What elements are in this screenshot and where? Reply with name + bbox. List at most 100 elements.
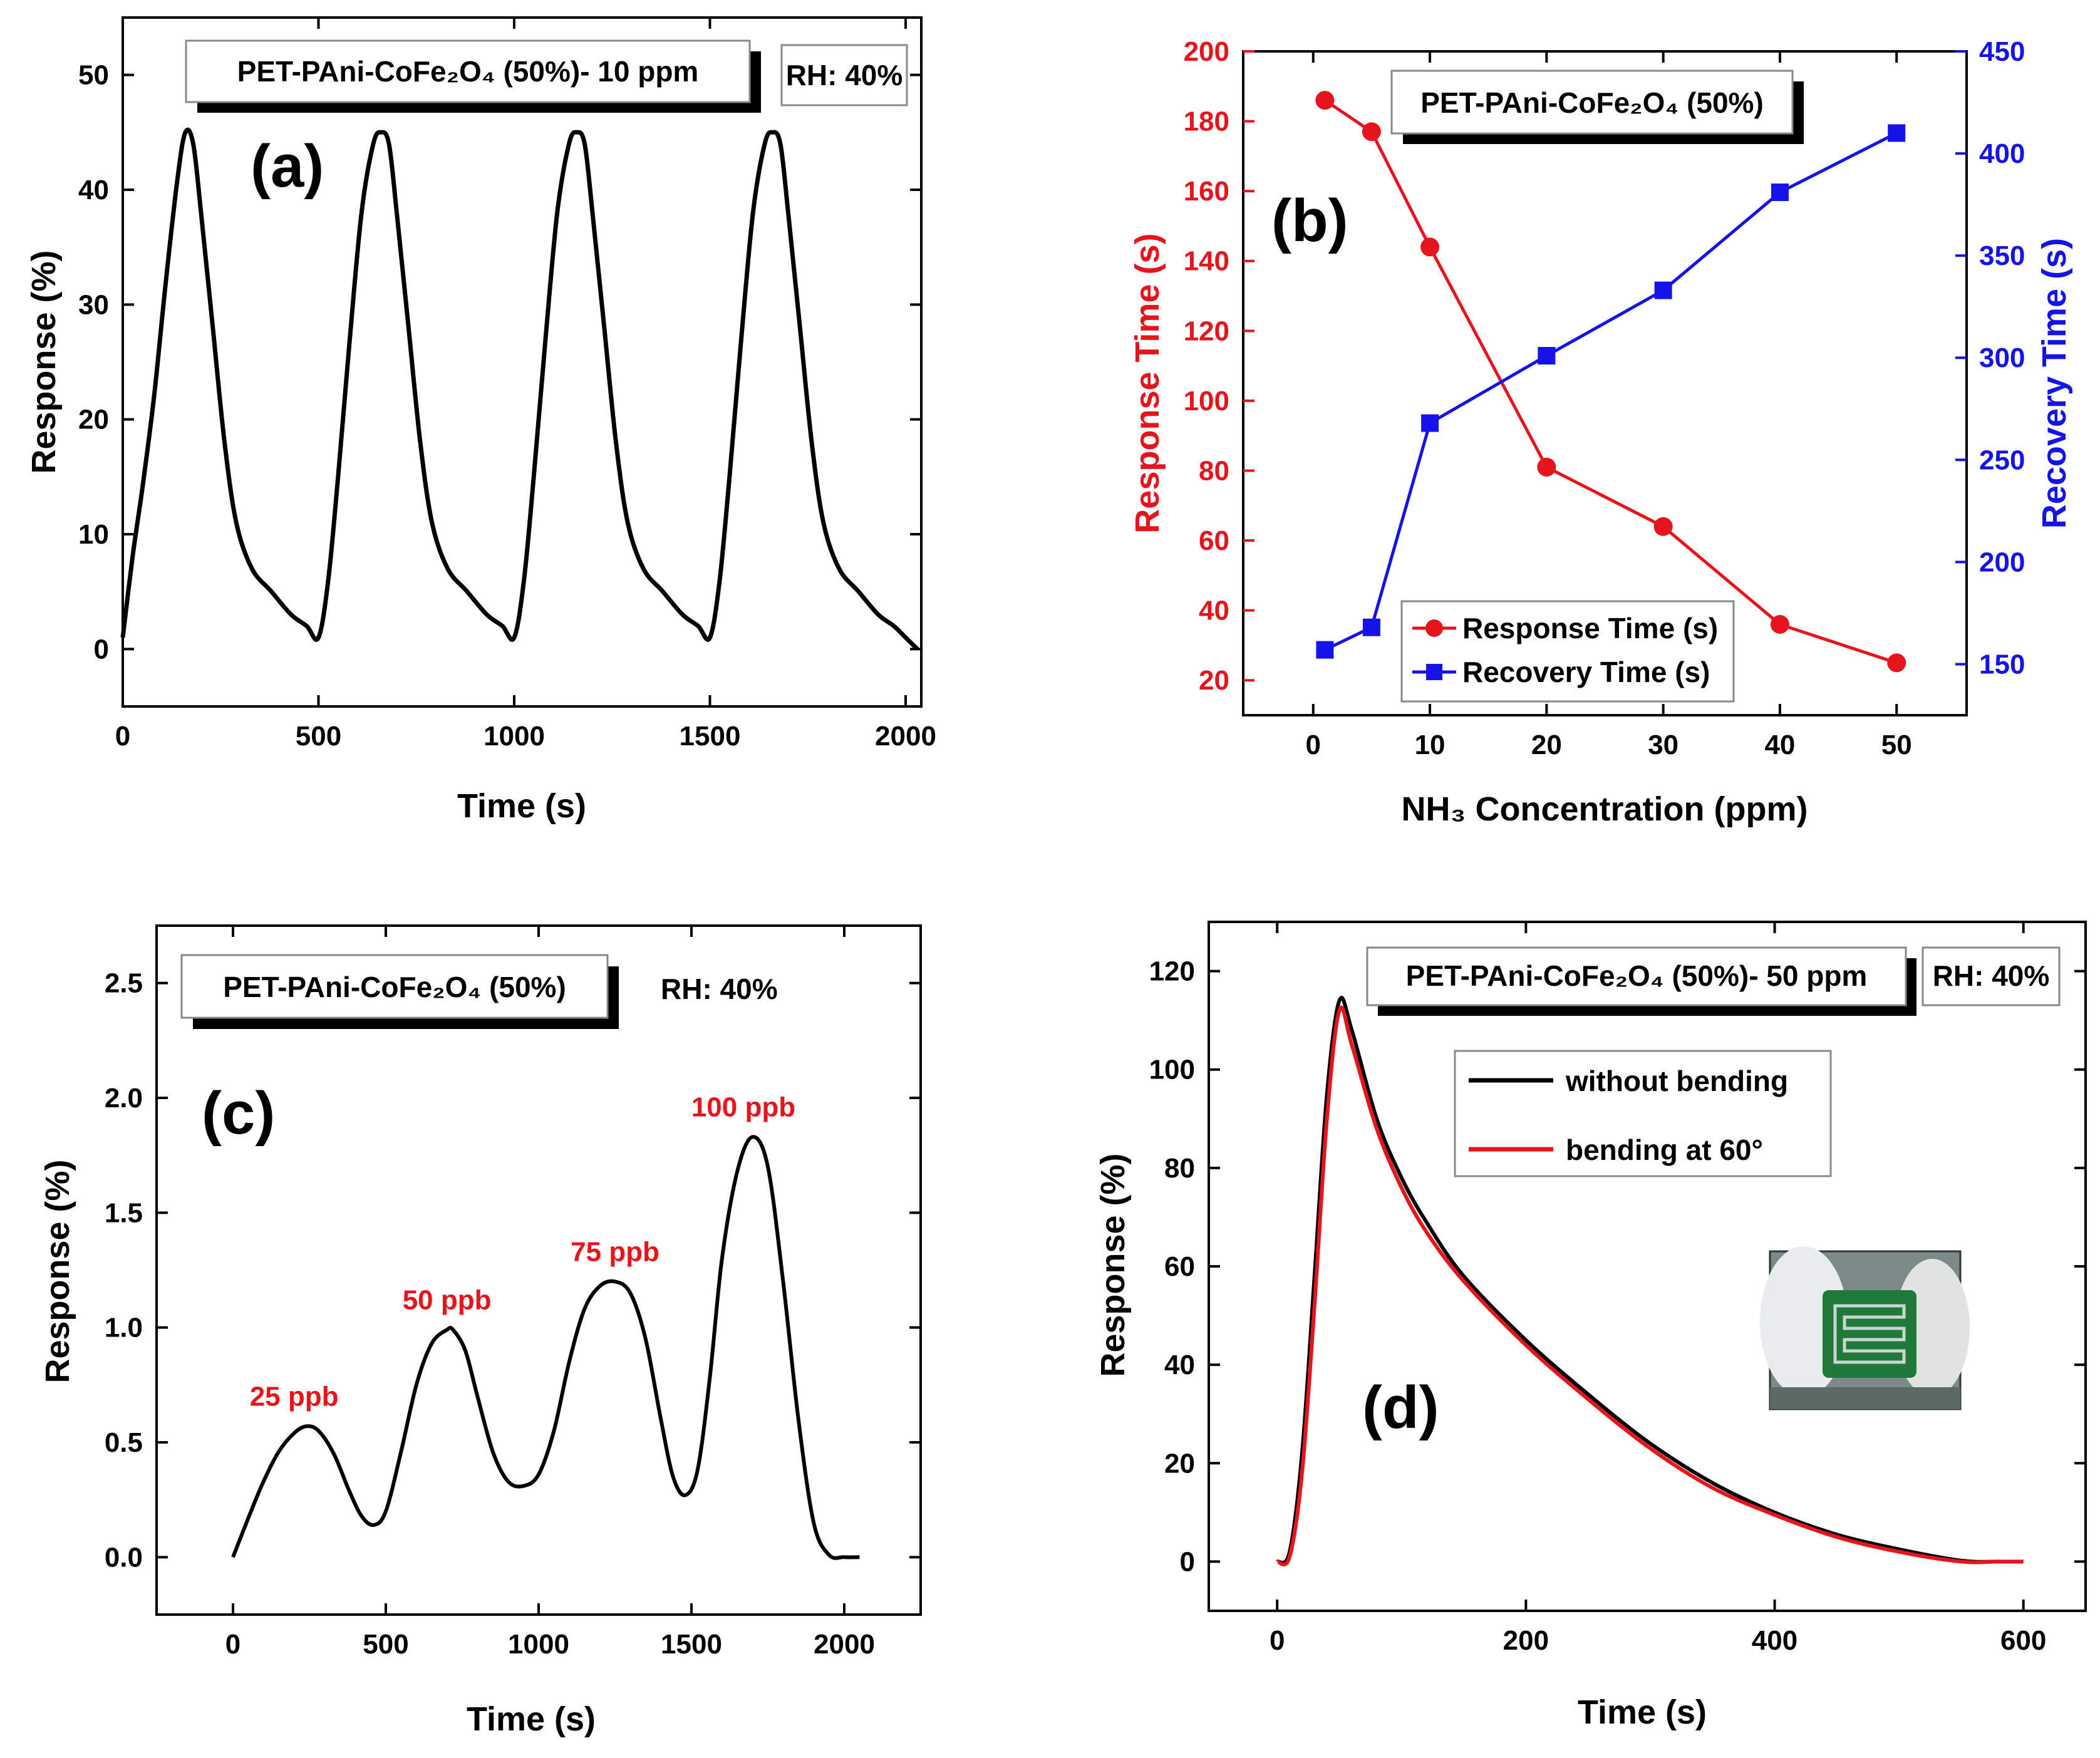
y-tick-label-c: 1.0 bbox=[105, 1313, 143, 1343]
y-tick-label-d: 80 bbox=[1164, 1153, 1195, 1184]
recovery-time-point bbox=[1316, 641, 1334, 659]
x-axis-label-d: Time (s) bbox=[1578, 1693, 1707, 1731]
recovery-time-point bbox=[1888, 124, 1906, 142]
y2-tick-label-b: 200 bbox=[1979, 547, 2025, 577]
y2-tick-label-b: 150 bbox=[1979, 649, 2025, 680]
y-tick-label-b: 40 bbox=[1199, 596, 1229, 626]
response-time-point bbox=[1315, 91, 1335, 110]
x-tick-label-a: 2000 bbox=[875, 721, 936, 752]
concentration-annotation: 25 ppb bbox=[250, 1381, 339, 1412]
series-line-without-bending bbox=[1276, 996, 2024, 1565]
recovery-time-point bbox=[1421, 414, 1439, 432]
y2-tick-label-b: 450 bbox=[1979, 36, 2025, 67]
material-label-c: PET-PAni-CoFe₂O₄ (50%) bbox=[223, 971, 566, 1003]
legend-marker-b bbox=[1425, 619, 1443, 637]
response-time-point bbox=[1770, 614, 1789, 634]
y-tick-label-b: 200 bbox=[1184, 36, 1229, 67]
rh-label-c: RH: 40% bbox=[661, 973, 778, 1005]
panel-d: 0 200 400 600 0 20 40 60 80 100 120 (d) Time (s) R… bbox=[1094, 921, 2087, 1731]
y-tick-label-d: 0 bbox=[1180, 1546, 1195, 1577]
y-tick-label-d: 20 bbox=[1164, 1448, 1195, 1479]
y-axis-label-d: Response (%) bbox=[1094, 1153, 1132, 1377]
y-tick-label-a: 50 bbox=[78, 60, 109, 91]
y-tick-label-b: 140 bbox=[1184, 246, 1229, 277]
y-tick-label-c: 1.5 bbox=[105, 1197, 143, 1228]
panel-letter-b: (b) bbox=[1271, 187, 1348, 254]
y-tick-label-a: 10 bbox=[78, 519, 109, 550]
x-axis-label-a: Time (s) bbox=[457, 787, 586, 825]
y-axis-label-c: Response (%) bbox=[39, 1159, 76, 1383]
rh-box-d bbox=[1922, 946, 2061, 1006]
y-tick-label-b: 60 bbox=[1199, 525, 1229, 556]
legend-label-b: Response Time (s) bbox=[1462, 612, 1718, 644]
series-line-c bbox=[231, 1135, 860, 1560]
material-label-a: PET-PAni-CoFe₂O₄ (50%)- 10 ppm bbox=[237, 55, 699, 88]
x-tick-label-b: 30 bbox=[1648, 730, 1678, 760]
y-tick-label-b: 20 bbox=[1199, 665, 1229, 696]
x-axis-label-b: NH₃ Concentration (ppm) bbox=[1402, 790, 1808, 828]
y2-tick-label-b: 250 bbox=[1979, 445, 2025, 475]
recovery-time-point bbox=[1771, 184, 1789, 202]
response-time-point bbox=[1420, 237, 1440, 257]
y-tick-label-b: 120 bbox=[1184, 316, 1229, 346]
y-tick-label-a: 20 bbox=[78, 405, 109, 435]
rh-box-a bbox=[780, 44, 908, 106]
recovery-time-point bbox=[1538, 346, 1556, 365]
y-tick-label-b: 80 bbox=[1199, 455, 1229, 486]
series-line-response-time bbox=[1324, 99, 1898, 664]
concentration-annotation: 50 ppb bbox=[403, 1285, 492, 1315]
x-tick-label-c: 1500 bbox=[661, 1629, 722, 1660]
y-tick-label-b: 100 bbox=[1184, 386, 1229, 416]
x-tick-label-d: 600 bbox=[2000, 1625, 2046, 1656]
y-tick-label-d: 60 bbox=[1164, 1251, 1195, 1282]
panel-b: 0 10 20 30 40 50 20 40 60 80 100 120 140 160 180 200 150… bbox=[1129, 36, 2073, 828]
material-label-d: PET-PAni-CoFe₂O₄ (50%)- 50 ppm bbox=[1406, 959, 1868, 992]
legend-box-d bbox=[1454, 1050, 1832, 1177]
material-box-b bbox=[1390, 70, 1794, 135]
y2-axis-label-b: Recovery Time (s) bbox=[2035, 238, 2073, 529]
series-line-bending-60 bbox=[1276, 1005, 2024, 1567]
panel-letter-a: (a) bbox=[251, 133, 324, 200]
legend-marker-b bbox=[1426, 664, 1442, 680]
legend-label-d: bending at 60° bbox=[1566, 1134, 1763, 1166]
y-tick-label-c: 2.0 bbox=[105, 1083, 143, 1114]
plot-frame-b bbox=[1242, 50, 1968, 716]
y-tick-label-b: 180 bbox=[1184, 106, 1229, 137]
x-tick-label-c: 500 bbox=[363, 1629, 408, 1660]
y-tick-label-a: 0 bbox=[94, 634, 109, 664]
x-tick-label-c: 1000 bbox=[508, 1629, 569, 1660]
panel-a: 0 500 1000 1500 2000 0 10 20 30 40 50 (a) Time (s)… bbox=[25, 16, 936, 825]
material-label-b: PET-PAni-CoFe₂O₄ (50%) bbox=[1420, 86, 1764, 119]
x-axis-label-c: Time (s) bbox=[467, 1700, 596, 1738]
x-tick-label-d: 400 bbox=[1752, 1625, 1797, 1656]
material-box-d bbox=[1366, 946, 1907, 1006]
y-axis-label-a: Response (%) bbox=[25, 250, 63, 473]
y2-tick-label-b: 400 bbox=[1979, 138, 2025, 169]
x-tick-label-b: 0 bbox=[1306, 730, 1321, 760]
recovery-time-point bbox=[1654, 281, 1672, 299]
y-tick-label-c: 2.5 bbox=[105, 968, 143, 999]
x-tick-label-b: 50 bbox=[1881, 730, 1912, 760]
y-axis-label-b: Response Time (s) bbox=[1129, 233, 1166, 533]
x-tick-label-d: 0 bbox=[1270, 1625, 1285, 1656]
response-time-point bbox=[1887, 653, 1906, 673]
y-tick-label-a: 30 bbox=[78, 289, 109, 320]
legend-d: without bending bending at 60° bbox=[1454, 1050, 1832, 1177]
y-tick-label-c: 0.5 bbox=[105, 1427, 143, 1458]
x-tick-label-a: 500 bbox=[296, 721, 341, 752]
x-tick-label-a: 1500 bbox=[680, 721, 741, 752]
y-tick-label-d: 120 bbox=[1149, 956, 1195, 987]
panel-letter-c: (c) bbox=[202, 1080, 275, 1147]
y-tick-label-b: 160 bbox=[1184, 176, 1229, 207]
y-tick-label-c: 0.0 bbox=[105, 1542, 143, 1573]
legend-label-b: Recovery Time (s) bbox=[1462, 656, 1710, 688]
panel-c: 0 500 1000 1500 2000 0.0 0.5 1.0 1.5 2.0 2.5 (c) T… bbox=[39, 924, 922, 1738]
legend-box-b bbox=[1400, 600, 1735, 703]
concentration-annotation: 100 ppb bbox=[691, 1092, 795, 1122]
x-tick-label-c: 0 bbox=[225, 1629, 241, 1660]
y2-tick-label-b: 350 bbox=[1979, 240, 2025, 271]
x-tick-label-b: 20 bbox=[1531, 730, 1562, 760]
material-box-a bbox=[185, 39, 751, 103]
y-tick-label-d: 100 bbox=[1149, 1055, 1195, 1085]
